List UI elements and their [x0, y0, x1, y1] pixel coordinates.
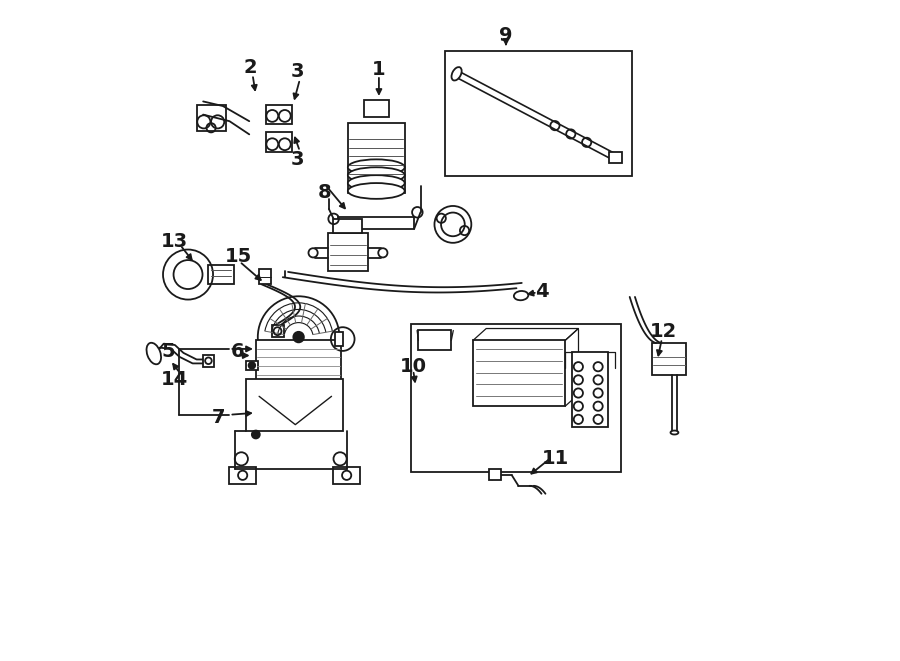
Ellipse shape — [514, 291, 528, 300]
Circle shape — [248, 362, 256, 369]
Bar — [230, 467, 256, 484]
Text: 8: 8 — [318, 183, 332, 202]
Bar — [334, 467, 360, 484]
Bar — [246, 379, 344, 431]
Text: 5: 5 — [161, 342, 176, 361]
Bar — [196, 104, 226, 131]
Bar — [338, 217, 414, 229]
Bar — [489, 469, 500, 480]
Ellipse shape — [347, 175, 405, 191]
Circle shape — [293, 332, 304, 342]
Bar — [273, 325, 284, 337]
Bar — [246, 361, 257, 370]
Text: 3: 3 — [291, 150, 304, 169]
Bar — [410, 324, 621, 472]
Bar — [266, 132, 292, 152]
Text: 15: 15 — [224, 247, 252, 266]
Text: 9: 9 — [500, 26, 513, 45]
Text: 13: 13 — [161, 232, 188, 251]
Text: 7: 7 — [212, 408, 225, 427]
Ellipse shape — [670, 430, 679, 434]
Ellipse shape — [347, 159, 405, 175]
Bar — [418, 330, 451, 350]
Bar — [259, 268, 271, 284]
Bar — [334, 219, 363, 233]
Bar — [608, 152, 622, 163]
Circle shape — [252, 430, 260, 438]
Bar — [473, 340, 565, 407]
Ellipse shape — [347, 183, 405, 199]
Bar — [652, 343, 687, 375]
Text: 1: 1 — [372, 59, 386, 79]
Bar — [445, 51, 632, 176]
Bar — [208, 264, 234, 284]
Ellipse shape — [347, 167, 405, 183]
Ellipse shape — [147, 343, 161, 364]
Bar — [328, 233, 368, 271]
Bar — [256, 340, 341, 380]
Text: 12: 12 — [651, 323, 678, 341]
Bar — [266, 104, 292, 124]
Text: 11: 11 — [542, 449, 569, 469]
Text: 2: 2 — [244, 58, 257, 77]
Bar — [572, 352, 608, 427]
Text: 10: 10 — [400, 357, 427, 376]
Bar — [335, 332, 343, 346]
Text: 6: 6 — [231, 342, 245, 361]
Ellipse shape — [452, 67, 462, 81]
Text: 14: 14 — [161, 370, 188, 389]
Bar — [203, 355, 213, 367]
Text: 4: 4 — [536, 282, 549, 301]
Bar — [364, 100, 389, 117]
Bar — [347, 123, 405, 192]
Text: 3: 3 — [291, 62, 304, 81]
